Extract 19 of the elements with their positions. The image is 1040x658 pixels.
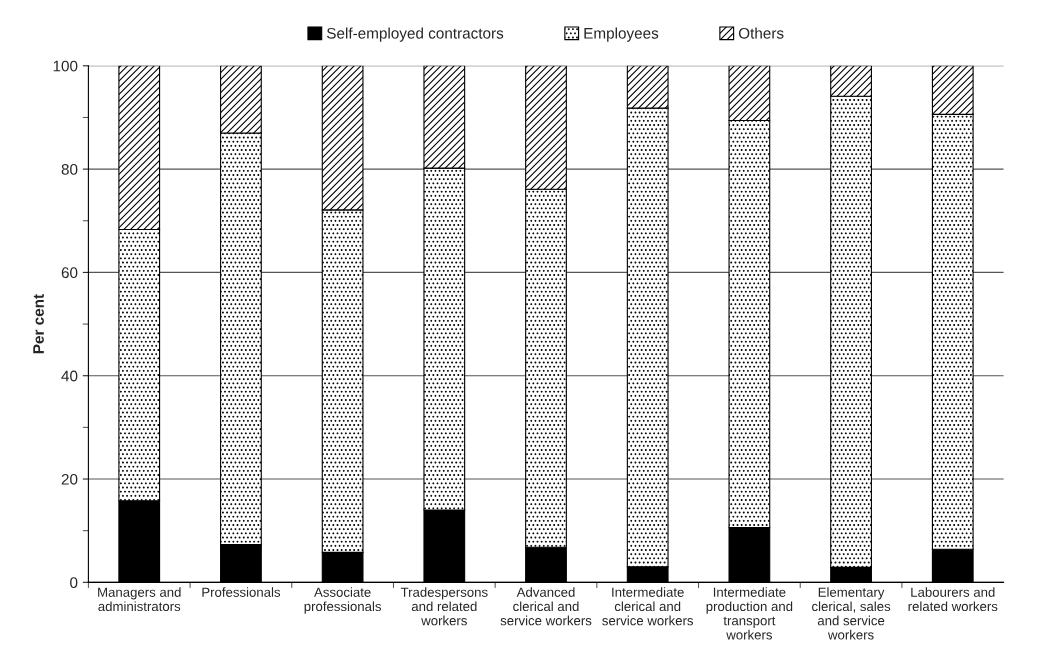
x-tick-label: Tradespersons and related workers xyxy=(400,587,488,626)
y-axis-title: Per cent xyxy=(33,294,44,354)
y-tick-label: 60 xyxy=(61,267,78,279)
y-tick-label: 80 xyxy=(61,163,78,175)
x-tick-label: Managers and administrators xyxy=(98,587,181,612)
x-tick-label: Labourers and related workers xyxy=(908,587,998,612)
x-tick-label: Elementary clerical, sales and service workers xyxy=(812,587,891,640)
legend-label: Others xyxy=(738,27,784,39)
y-tick-label: 100 xyxy=(53,60,78,72)
y-tick-label: 20 xyxy=(61,473,78,485)
y-tick-label: 40 xyxy=(61,370,78,382)
x-tick-label: Associate professionals xyxy=(304,587,382,614)
legend-label: Employees xyxy=(584,27,659,42)
x-tick-label: Advanced clerical and service workers xyxy=(500,587,592,626)
x-tick-label: Professionals xyxy=(202,587,281,597)
legend-label: Self-employed contractors xyxy=(326,27,504,42)
x-tick-label: Intermediate production and transport workers xyxy=(706,587,793,640)
y-tick-label: 0 xyxy=(70,577,78,589)
x-tick-label: Intermediate clerical and service workers xyxy=(602,587,694,626)
